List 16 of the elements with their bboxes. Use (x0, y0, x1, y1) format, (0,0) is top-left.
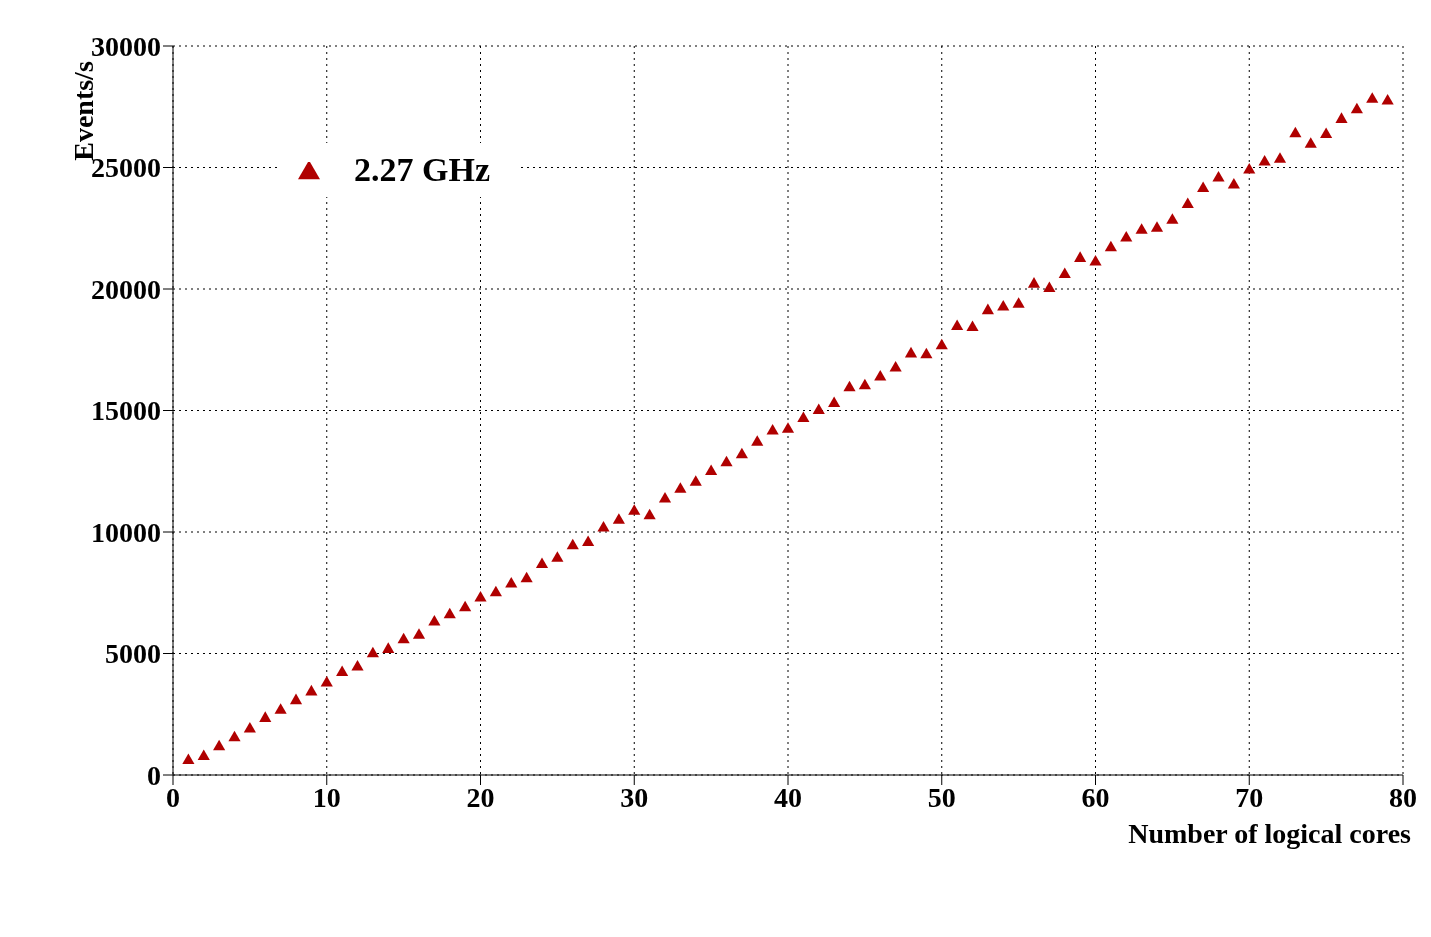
y-tick-label: 10000 (91, 516, 161, 548)
y-tick-label: 30000 (91, 30, 161, 62)
y-tick-label: 5000 (105, 638, 161, 670)
x-tick-label: 80 (1389, 781, 1417, 813)
x-tick-label: 50 (927, 781, 956, 813)
legend-label: 2.27 GHz (354, 151, 490, 188)
x-axis-title: Number of logical cores (1128, 818, 1412, 849)
x-tick-label: 10 (312, 781, 341, 813)
y-tick-label: 20000 (91, 273, 161, 305)
x-tick-label: 70 (1235, 781, 1264, 813)
x-tick-label: 60 (1081, 781, 1110, 813)
x-tick-label: 40 (774, 781, 802, 813)
y-tick-label: 0 (147, 759, 161, 791)
y-tick-label: 15000 (91, 395, 161, 427)
x-tick-label: 30 (620, 781, 649, 813)
x-tick-label: 20 (466, 781, 495, 813)
